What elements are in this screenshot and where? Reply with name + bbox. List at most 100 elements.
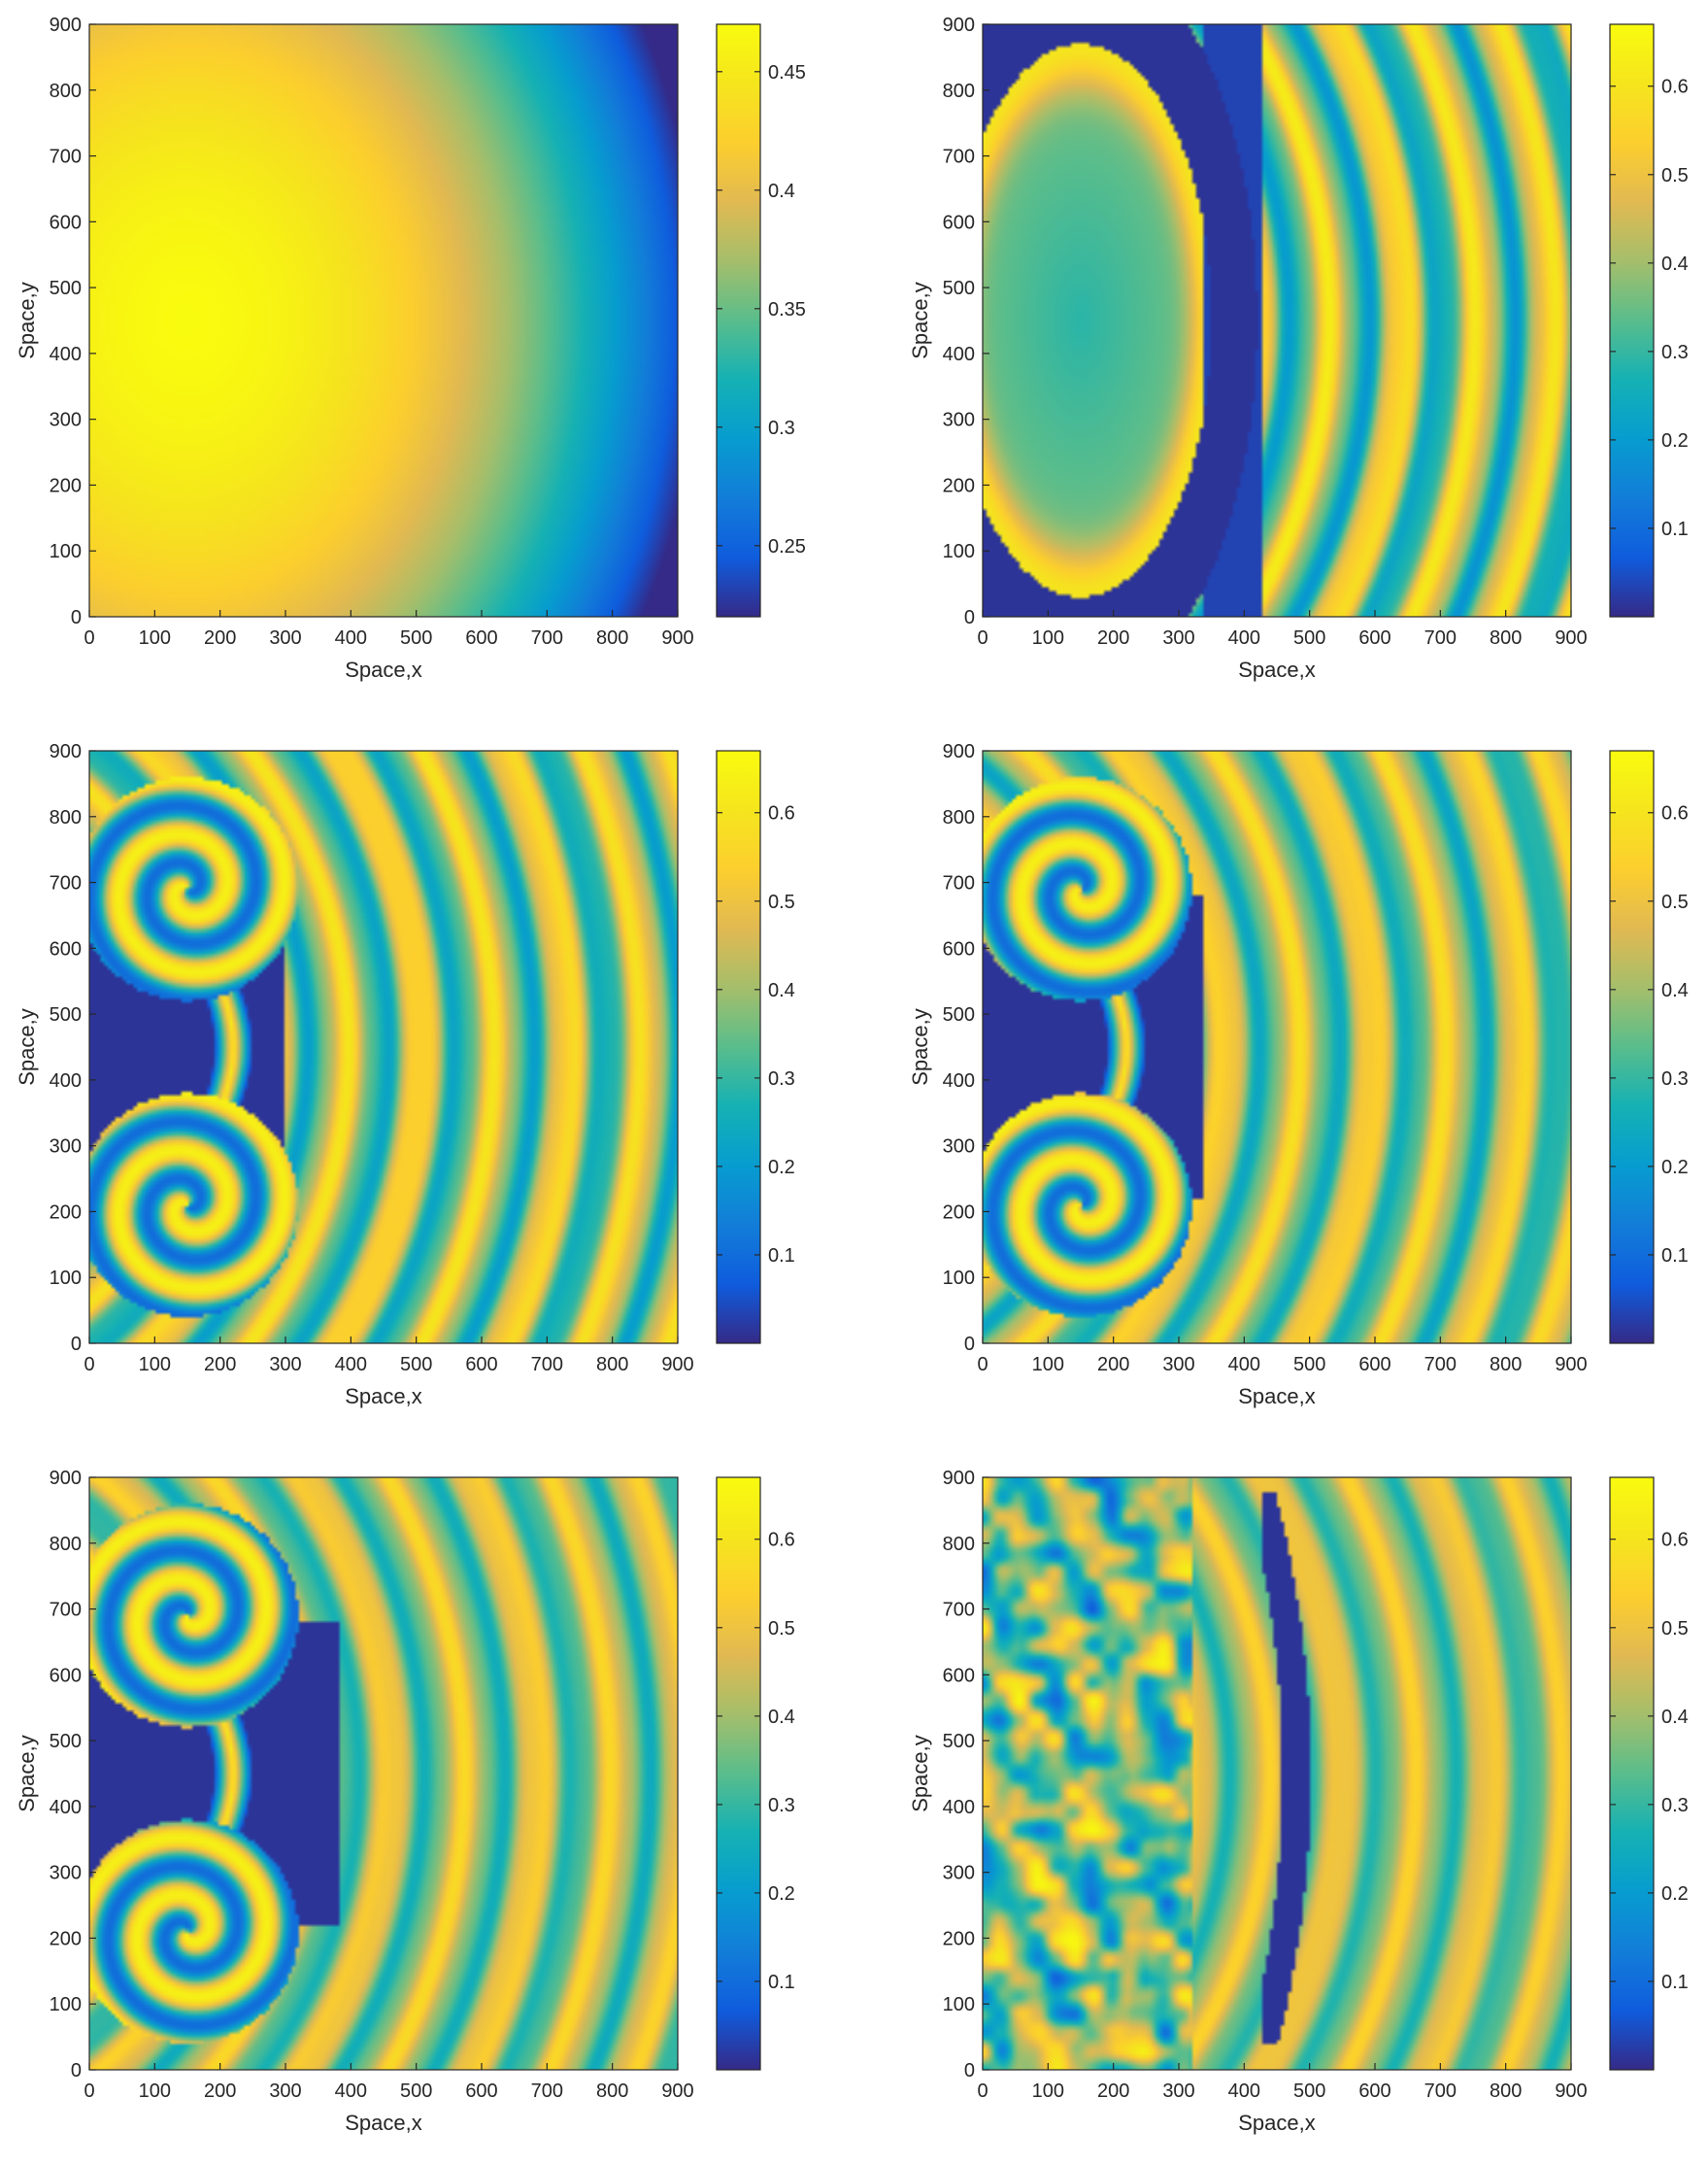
y-tick-label: 600 [50,938,82,960]
y-tick-label: 400 [50,1797,82,1818]
x-axis-label: Space,x [1238,658,1316,682]
x-tick-label: 500 [400,2080,432,2102]
panel-e: 0 100 200 300 400 500 600 700 800 900 0 100 200 300 40… [15,1468,795,2135]
x-tick-label: 600 [1358,2080,1390,2102]
y-tick-label: 400 [943,344,975,365]
x-tick-label: 800 [596,1354,628,1375]
x-tick-label: 100 [139,627,171,649]
x-tick-label: 700 [1424,627,1457,649]
y-tick-label: 500 [50,1731,82,1752]
x-tick-label: 200 [1097,627,1129,649]
colorbar-tick-label: 0.4 [1661,254,1689,275]
y-tick-label: 200 [943,1201,975,1223]
x-tick-label: 600 [1358,1354,1390,1375]
y-tick-label: 300 [50,1136,82,1158]
y-axis-label: Space,y [15,282,39,359]
x-tick-label: 900 [661,1354,693,1375]
x-tick-label: 400 [1228,1354,1260,1375]
x-tick-label: 500 [1293,627,1325,649]
y-tick-label: 500 [50,278,82,299]
colorbar-tick-label: 0.6 [768,803,795,825]
y-tick-label: 300 [50,1863,82,1884]
x-tick-label: 100 [139,2080,171,2102]
x-tick-label: 900 [661,2080,693,2102]
colorbar-tick-label: 0.3 [768,418,795,439]
y-tick-label: 400 [50,1070,82,1092]
y-tick-label: 900 [943,741,975,762]
y-tick-label: 0 [71,607,82,628]
panel-c: 0 100 200 300 400 500 600 700 800 900 0 100 200 300 40… [15,741,795,1408]
heatmap-image-e [89,1477,678,2070]
y-tick-label: 100 [50,1268,82,1289]
x-tick-label: 900 [1555,627,1587,649]
y-tick-label: 500 [943,1731,975,1752]
y-tick-label: 800 [943,807,975,829]
colorbar-tick-label: 0.5 [768,892,795,913]
x-tick-label: 100 [1032,1354,1064,1375]
colorbar-tick-label: 0.35 [768,299,806,321]
colorbar-tick-label: 0.4 [1661,1707,1689,1728]
axes-frame [88,23,679,618]
x-tick-label: 300 [269,2080,301,2102]
y-tick-label: 800 [943,1534,975,1555]
x-tick-label: 200 [1097,1354,1129,1375]
x-tick-label: 300 [1162,1354,1194,1375]
y-tick-label: 800 [50,807,82,829]
heatmap-image-b [983,24,1571,617]
x-tick-label: 0 [84,1354,94,1375]
heatmap-image-a [89,24,678,617]
colorbar-tick-label: 0.2 [1661,1157,1689,1178]
x-tick-label: 400 [1228,627,1260,649]
y-tick-label: 600 [943,938,975,960]
x-tick-label: 500 [400,627,432,649]
x-tick-label: 800 [596,627,628,649]
colorbar-tick-label: 0.6 [1661,1530,1689,1551]
y-tick-label: 500 [943,278,975,299]
y-tick-label: 700 [50,1600,82,1621]
colorbar-tick-label: 0.6 [1661,77,1689,98]
x-tick-label: 0 [977,627,988,649]
panel-f: 0 100 200 300 400 500 600 700 800 900 0 100 200 300 40… [908,1468,1689,2135]
y-tick-label: 900 [50,741,82,762]
colorbar [1609,750,1655,1344]
x-tick-label: 300 [269,627,301,649]
colorbar-tick-label: 0.25 [768,536,806,558]
heatmap-image-c [89,751,678,1343]
colorbar-tick-label: 0.5 [1661,892,1689,913]
y-axis-label: Space,y [908,282,932,359]
y-tick-label: 900 [943,1468,975,1489]
y-tick-label: 200 [943,1928,975,1949]
panel-d: 0 100 200 300 400 500 600 700 800 900 0 100 200 300 40… [908,741,1689,1408]
x-tick-label: 900 [1555,1354,1587,1375]
x-axis-label: Space,x [1238,1384,1316,1408]
panel-a: 0 100 200 300 400 500 600 700 800 900 0 100 200 300 40… [15,15,806,682]
panel-b: 0 100 200 300 400 500 600 700 800 900 0 100 200 300 40… [908,15,1689,682]
y-tick-label: 100 [50,1994,82,2015]
colorbar-tick-label: 0.5 [1661,1618,1689,1640]
colorbar-tick-label: 0.45 [768,62,806,84]
x-tick-label: 500 [1293,1354,1325,1375]
x-tick-label: 600 [465,2080,497,2102]
colorbar-tick-label: 0.2 [768,1883,795,1905]
y-tick-label: 800 [50,81,82,102]
x-tick-label: 200 [204,1354,236,1375]
x-tick-label: 800 [596,2080,628,2102]
colorbar-tick-label: 0.4 [768,980,795,1001]
y-tick-label: 400 [943,1070,975,1092]
y-tick-label: 0 [964,1334,975,1355]
heatmap-image-d [983,751,1571,1343]
x-tick-label: 700 [1424,2080,1457,2102]
y-tick-label: 100 [943,1994,975,2015]
x-tick-label: 500 [400,1354,432,1375]
colorbar-tick-label: 0.1 [768,1245,795,1267]
y-tick-label: 100 [50,541,82,562]
x-tick-label: 0 [84,2080,94,2102]
y-tick-label: 300 [943,410,975,431]
y-tick-label: 400 [943,1797,975,1818]
y-axis-label: Space,y [15,1735,39,1812]
x-tick-label: 900 [661,627,693,649]
colorbar-tick-label: 0.3 [1661,342,1689,363]
x-tick-label: 800 [1490,627,1522,649]
x-tick-label: 600 [465,1354,497,1375]
